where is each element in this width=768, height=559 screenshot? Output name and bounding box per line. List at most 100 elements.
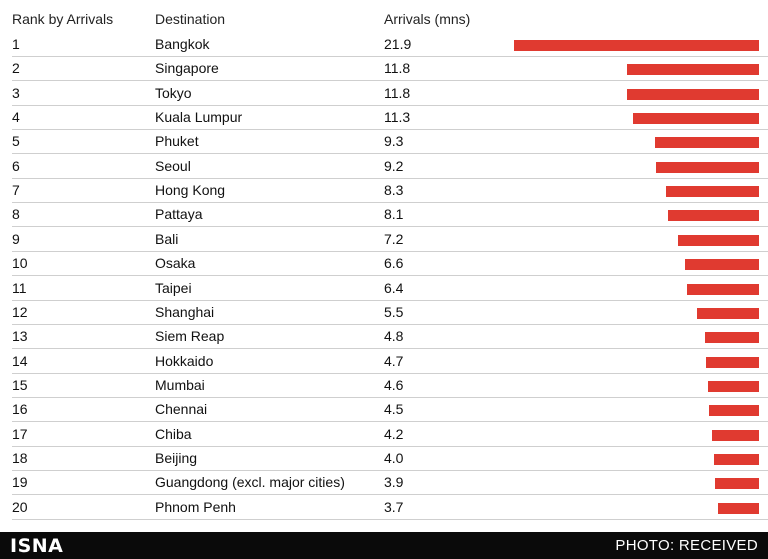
- arrivals-value-label: 6.6: [384, 255, 404, 272]
- arrivals-bar: [697, 307, 759, 319]
- row-divider: [12, 129, 768, 131]
- table-row: 3 Tokyo 11.8: [0, 82, 768, 106]
- arrivals-value-label: 9.3: [384, 133, 404, 150]
- arrivals-value-label: 4.0: [384, 449, 404, 466]
- row-divider: [12, 56, 768, 57]
- arrivals-value-label: 21.9: [384, 36, 412, 52]
- table-row: 10 Osaka 6.6: [0, 252, 768, 277]
- destination-label: Tokyo: [155, 84, 192, 101]
- arrivals-value-label: 4.7: [384, 352, 404, 369]
- destination-label: Phuket: [155, 133, 199, 150]
- rank-label: 1: [12, 36, 20, 52]
- row-divider: [12, 250, 768, 252]
- destination-label: Siem Reap: [155, 328, 225, 345]
- destination-label: Pattaya: [155, 206, 203, 223]
- row-divider: [12, 323, 768, 325]
- arrivals-column-header: Arrivals (mns): [384, 11, 471, 27]
- arrivals-bar: [666, 186, 759, 198]
- arrivals-bar: [633, 113, 759, 125]
- row-divider: [12, 104, 768, 106]
- rank-label: 3: [12, 84, 20, 101]
- table-row: 20 Phnom Penh 3.7: [0, 496, 768, 520]
- row-divider: [12, 421, 768, 423]
- arrivals-bar: [685, 259, 759, 271]
- table-row: 7 Hong Kong 8.3: [0, 179, 768, 204]
- destination-label: Chiba: [155, 425, 192, 442]
- rank-label: 5: [12, 133, 20, 150]
- row-divider: [12, 348, 768, 350]
- destination-label: Bangkok: [155, 36, 210, 52]
- rank-label: 4: [12, 109, 20, 126]
- arrivals-value-label: 4.6: [384, 376, 404, 393]
- footer-bar: ISNA PHOTO: RECEIVED: [0, 532, 768, 559]
- arrivals-value-label: 3.9: [384, 474, 404, 491]
- arrivals-bar: [656, 161, 759, 173]
- arrivals-bar: [514, 40, 759, 51]
- table-row: 2 Singapore 11.8: [0, 57, 768, 82]
- arrivals-value-label: 6.4: [384, 279, 404, 296]
- table-row: 5 Phuket 9.3: [0, 130, 768, 155]
- table-row: 19 Guangdong (excl. major cities) 3.9: [0, 471, 768, 496]
- arrivals-value-label: 11.8: [384, 84, 411, 101]
- arrivals-value-label: 8.3: [384, 182, 404, 199]
- rank-label: 2: [12, 60, 20, 77]
- table-row: 15 Mumbai 4.6: [0, 374, 768, 398]
- rank-label: 19: [12, 474, 28, 491]
- arrivals-bar: [627, 64, 759, 76]
- arrivals-value-label: 11.3: [384, 109, 411, 126]
- rank-label: 13: [12, 328, 28, 345]
- arrivals-bar: [715, 478, 759, 490]
- arrivals-value-label: 7.2: [384, 230, 404, 247]
- arrivals-bar: [668, 210, 759, 222]
- table-row: 4 Kuala Lumpur 11.3: [0, 106, 768, 131]
- rank-label: 20: [12, 498, 28, 515]
- table-row: 13 Siem Reap 4.8: [0, 325, 768, 350]
- arrivals-bar: [709, 405, 759, 417]
- table-row: 16 Chennai 4.5: [0, 398, 768, 423]
- arrivals-value-label: 5.5: [384, 303, 404, 320]
- arrivals-value-label: 4.8: [384, 328, 404, 345]
- table-row: 1 Bangkok 21.9: [0, 33, 768, 57]
- destination-label: Beijing: [155, 449, 198, 466]
- row-divider: [12, 396, 768, 398]
- destination-column-header: Destination: [155, 11, 226, 27]
- rank-label: 14: [12, 352, 28, 369]
- row-divider: [12, 275, 768, 277]
- destination-label: Hong Kong: [155, 182, 226, 199]
- destination-label: Bali: [155, 230, 179, 247]
- photo-credit: PHOTO: RECEIVED: [615, 537, 758, 554]
- arrivals-bar: [655, 137, 759, 149]
- row-divider: [12, 299, 768, 301]
- arrivals-table-chart: Rank by Arrivals Destination Arrivals (m…: [0, 11, 768, 520]
- rank-label: 10: [12, 255, 28, 272]
- arrivals-bar: [705, 332, 759, 344]
- rank-label: 16: [12, 401, 28, 418]
- arrivals-bar: [687, 283, 759, 295]
- row-divider: [12, 372, 768, 374]
- destination-label: Kuala Lumpur: [155, 109, 243, 126]
- row-divider: [12, 494, 768, 496]
- row-divider: [12, 202, 768, 204]
- destination-label: Seoul: [155, 157, 191, 174]
- arrivals-bar: [708, 380, 759, 392]
- table-row: 14 Hokkaido 4.7: [0, 350, 768, 374]
- arrivals-bar: [718, 502, 759, 514]
- destination-label: Shanghai: [155, 303, 215, 320]
- destination-label: Taipei: [155, 279, 192, 296]
- rank-label: 6: [12, 157, 20, 174]
- rank-label: 15: [12, 376, 28, 393]
- arrivals-value-label: 4.2: [384, 425, 404, 442]
- isna-logo: ISNA: [10, 535, 64, 557]
- destination-label: Singapore: [155, 60, 219, 77]
- destination-label: Chennai: [155, 401, 208, 418]
- arrivals-value-label: 11.8: [384, 60, 411, 77]
- rank-column-header: Rank by Arrivals: [12, 11, 114, 27]
- row-divider: [12, 226, 768, 228]
- rank-label: 11: [12, 279, 27, 296]
- table-row: 18 Beijing 4.0: [0, 447, 768, 471]
- arrivals-bar: [627, 88, 759, 100]
- rank-label: 7: [12, 182, 20, 199]
- destination-label: Phnom Penh: [155, 498, 236, 515]
- table-row: 6 Seoul 9.2: [0, 155, 768, 179]
- destination-label: Osaka: [155, 255, 196, 272]
